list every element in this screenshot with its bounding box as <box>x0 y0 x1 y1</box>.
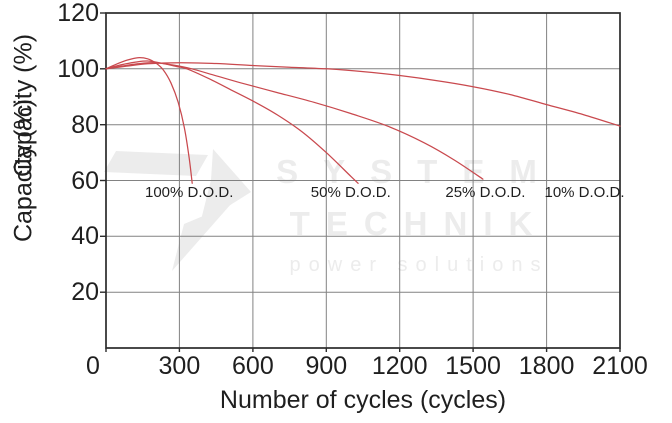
x-axis-label: Number of cycles (cycles) <box>219 386 507 414</box>
dod-curves <box>105 57 621 184</box>
watermark-text-system: SYSTEM <box>276 153 562 190</box>
curve-50-dod <box>105 60 359 184</box>
curve-25-dod <box>105 62 484 180</box>
curve-100-dod <box>105 57 193 184</box>
watermark-text-power-solutions: power solutions <box>289 254 549 276</box>
curve-10-dod <box>105 62 621 127</box>
watermark-logo <box>104 149 251 271</box>
y-axis-label-duplicate: Capacity (%) <box>9 98 38 243</box>
tick-marks <box>100 12 621 352</box>
gridlines <box>106 13 620 348</box>
